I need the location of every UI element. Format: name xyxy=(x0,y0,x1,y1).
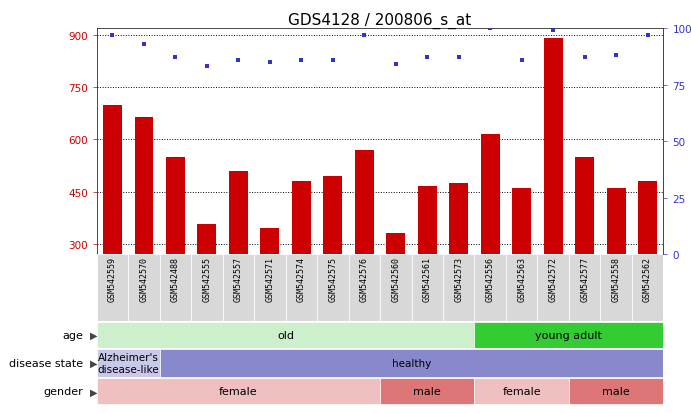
Bar xyxy=(97,254,129,322)
Text: GSM542573: GSM542573 xyxy=(454,256,463,301)
Bar xyxy=(135,117,153,254)
Bar xyxy=(638,182,657,254)
Text: disease state: disease state xyxy=(9,358,83,368)
Text: GSM542574: GSM542574 xyxy=(297,256,306,301)
Bar xyxy=(475,254,506,322)
Bar xyxy=(160,254,191,322)
Text: ▶: ▶ xyxy=(90,358,97,368)
Text: ▶: ▶ xyxy=(90,330,97,340)
Bar xyxy=(600,254,632,322)
Text: female: female xyxy=(219,386,258,396)
Bar xyxy=(544,39,562,254)
Text: GSM542556: GSM542556 xyxy=(486,256,495,301)
Bar xyxy=(97,322,475,348)
Text: gender: gender xyxy=(43,386,83,396)
Text: GSM542572: GSM542572 xyxy=(549,256,558,301)
Bar xyxy=(569,254,600,322)
Text: GSM542571: GSM542571 xyxy=(265,256,274,301)
Text: GSM542488: GSM542488 xyxy=(171,256,180,301)
Text: healthy: healthy xyxy=(392,358,431,368)
Bar xyxy=(512,189,531,254)
Text: GSM542562: GSM542562 xyxy=(643,256,652,301)
Bar xyxy=(254,254,285,322)
Text: GSM542555: GSM542555 xyxy=(202,256,211,301)
Bar xyxy=(348,254,380,322)
Text: GSM542570: GSM542570 xyxy=(140,256,149,301)
Bar xyxy=(449,183,468,254)
Text: GSM542558: GSM542558 xyxy=(612,256,621,301)
Bar xyxy=(223,254,254,322)
Bar xyxy=(129,254,160,322)
Text: GSM542560: GSM542560 xyxy=(391,256,400,301)
Text: GSM542559: GSM542559 xyxy=(108,256,117,301)
Text: GSM542561: GSM542561 xyxy=(423,256,432,301)
Text: male: male xyxy=(603,386,630,396)
Bar xyxy=(317,254,348,322)
Bar xyxy=(575,157,594,254)
Bar xyxy=(481,135,500,254)
Bar xyxy=(475,322,663,348)
Text: GSM542563: GSM542563 xyxy=(517,256,527,301)
Bar xyxy=(198,224,216,254)
Title: GDS4128 / 200806_s_at: GDS4128 / 200806_s_at xyxy=(288,13,472,29)
Text: GSM542557: GSM542557 xyxy=(234,256,243,301)
Text: female: female xyxy=(502,386,541,396)
Bar xyxy=(191,254,223,322)
Bar xyxy=(229,171,248,254)
Bar xyxy=(475,378,569,404)
Text: male: male xyxy=(413,386,441,396)
Bar xyxy=(418,187,437,254)
Bar xyxy=(386,234,405,254)
Bar xyxy=(285,254,317,322)
Bar xyxy=(160,349,663,377)
Bar xyxy=(380,378,475,404)
Bar xyxy=(569,378,663,404)
Bar xyxy=(261,228,279,254)
Text: young adult: young adult xyxy=(536,330,603,340)
Text: GSM542576: GSM542576 xyxy=(360,256,369,301)
Bar xyxy=(323,176,342,254)
Bar xyxy=(607,189,625,254)
Bar xyxy=(292,182,311,254)
Text: old: old xyxy=(277,330,294,340)
Bar xyxy=(380,254,412,322)
Text: GSM542575: GSM542575 xyxy=(328,256,337,301)
Bar xyxy=(443,254,475,322)
Text: age: age xyxy=(62,330,83,340)
Text: ▶: ▶ xyxy=(90,386,97,396)
Text: GSM542577: GSM542577 xyxy=(580,256,589,301)
Bar xyxy=(412,254,443,322)
Bar xyxy=(166,158,185,254)
Bar xyxy=(632,254,663,322)
Bar xyxy=(97,378,380,404)
Bar xyxy=(97,349,160,377)
Bar xyxy=(355,150,374,254)
Bar xyxy=(538,254,569,322)
Text: Alzheimer's
disease-like: Alzheimer's disease-like xyxy=(97,352,159,374)
Bar xyxy=(103,105,122,254)
Bar xyxy=(506,254,538,322)
